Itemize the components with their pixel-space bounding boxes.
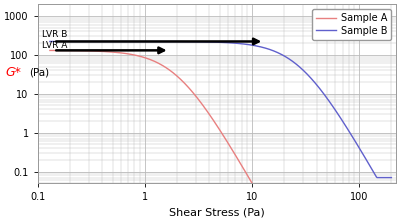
Sample B	[251, 44, 256, 47]
Sample B	[48, 40, 52, 43]
Line: Sample A: Sample A	[50, 50, 391, 199]
Text: (Pa): (Pa)	[29, 67, 49, 77]
Sample B	[382, 176, 386, 179]
Sample A	[212, 120, 216, 123]
Sample A	[259, 197, 264, 200]
Text: LVR B: LVR B	[42, 30, 68, 39]
Sample A	[251, 184, 256, 186]
Sample B	[375, 176, 380, 179]
Sample A	[232, 153, 237, 155]
Sample B	[210, 41, 214, 43]
Sample A	[389, 197, 394, 200]
Sample A	[382, 197, 386, 200]
Sample B	[212, 41, 216, 44]
Sample A	[328, 197, 333, 200]
Legend: Sample A, Sample B: Sample A, Sample B	[312, 9, 391, 40]
Text: LVR A: LVR A	[42, 41, 68, 50]
Sample A	[210, 117, 214, 120]
Sample B	[328, 101, 332, 103]
Line: Sample B: Sample B	[50, 42, 391, 178]
Sample B	[232, 42, 237, 44]
Sample B	[389, 176, 394, 179]
X-axis label: Shear Stress (Pa): Shear Stress (Pa)	[169, 208, 265, 218]
Text: G*: G*	[6, 66, 21, 79]
Sample A	[48, 49, 52, 52]
